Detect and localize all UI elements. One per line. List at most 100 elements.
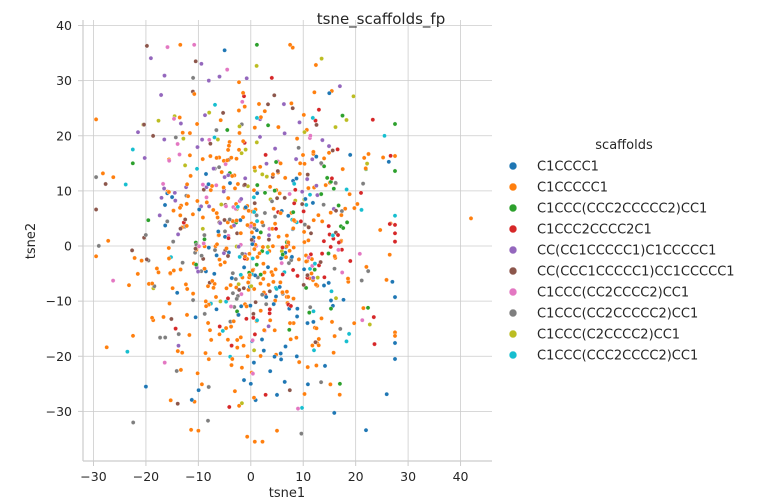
scatter-point: [214, 210, 219, 216]
scatter-point: [272, 146, 278, 151]
scatter-point: [240, 251, 245, 257]
scatter-point: [260, 172, 265, 177]
scatter-point: [272, 188, 277, 193]
scatter-point: [212, 247, 218, 253]
scatter-point: [255, 182, 260, 188]
scatter-point: [272, 328, 277, 333]
scatter-point: [274, 428, 280, 433]
scatter-point: [93, 207, 99, 212]
scatter-point: [297, 120, 302, 125]
scatter-point: [213, 294, 219, 300]
scatter-point: [176, 343, 181, 348]
scatter-point: [251, 195, 257, 200]
scatter-point: [365, 268, 371, 274]
scatter-point: [208, 141, 213, 146]
scatter-point: [384, 277, 389, 283]
scatter-point: [371, 314, 377, 320]
scatter-point: [329, 176, 335, 181]
x-tick-label: 0: [247, 469, 255, 484]
scatter-point: [129, 248, 135, 253]
scatter-point: [310, 275, 316, 281]
scatter-point: [149, 315, 155, 321]
scatter-point: [171, 208, 176, 213]
scatter-point: [168, 398, 173, 403]
scatter-point: [312, 267, 317, 272]
x-tick-label: −10: [185, 469, 211, 484]
scatter-point: [250, 241, 255, 247]
scatter-point: [294, 335, 299, 340]
scatter-point: [311, 149, 316, 155]
scatter-point: [252, 439, 258, 444]
axes: −30 −20 −10 0 10 20 30 40 −30 −20 −10 0 10 20 30 40: [46, 18, 492, 484]
scatter-point: [204, 200, 210, 205]
scatter-point: [210, 278, 215, 284]
scatter-point: [202, 311, 207, 317]
scatter-point: [351, 94, 356, 99]
scatter-point: [311, 319, 316, 325]
scatter-point: [301, 112, 307, 118]
scatter-point: [178, 42, 183, 48]
scatter-point: [224, 67, 230, 72]
scatter-point: [169, 194, 175, 200]
scatter-point: [249, 237, 254, 243]
scatter-point: [390, 279, 395, 285]
scatter-point: [237, 254, 242, 260]
scatter-point: [93, 117, 99, 122]
scatter-point: [359, 207, 364, 213]
scatter-point: [241, 343, 246, 348]
scatter-point: [225, 253, 231, 259]
scatter-point: [296, 257, 302, 262]
scatter-point: [251, 360, 257, 365]
scatter-point: [217, 332, 222, 337]
scatter-point: [269, 75, 275, 81]
scatter-point: [319, 251, 325, 256]
scatter-point: [227, 139, 232, 145]
scatter-point: [265, 244, 271, 250]
scatter-point: [156, 270, 161, 275]
scatter-point: [278, 210, 283, 216]
scatter-point: [190, 291, 196, 296]
legend-marker: [508, 329, 518, 339]
y-tick-label: 0: [64, 239, 72, 254]
scatter-point: [299, 405, 305, 411]
scatter-point: [319, 56, 324, 61]
scatter-point: [278, 280, 283, 285]
scatter-point: [238, 335, 244, 340]
scatter-point: [330, 148, 335, 153]
scatter-point: [299, 189, 305, 194]
scatter-point: [236, 281, 241, 287]
scatter-point: [300, 152, 306, 158]
scatter-point: [326, 143, 332, 149]
scatter-point: [258, 281, 263, 286]
scatter-point: [282, 379, 287, 385]
scatter-point: [312, 90, 317, 95]
scatter-point: [266, 237, 272, 242]
scatter-point: [223, 204, 229, 209]
scatter-point: [265, 264, 271, 270]
scatter-point: [234, 296, 239, 302]
scatter-point: [181, 136, 186, 141]
scatter-point: [254, 115, 260, 121]
scatter-point: [188, 427, 194, 433]
scatter-point: [150, 133, 156, 139]
scatter-point: [252, 200, 257, 206]
scatter-point: [321, 202, 326, 207]
scatter-point: [238, 196, 244, 202]
scatter-point: [180, 260, 185, 265]
scatter-point: [212, 135, 217, 140]
scatter-point: [132, 255, 137, 261]
scatter-point: [231, 319, 236, 324]
scatter-point: [260, 244, 266, 250]
scatter-point: [225, 147, 231, 153]
scatter-point: [295, 306, 300, 311]
scatter-point: [244, 76, 249, 81]
scatter-point: [171, 268, 177, 273]
scatter-point: [386, 159, 392, 165]
legend-marker: [508, 308, 518, 318]
scatter-point: [227, 217, 232, 222]
scatter-point: [335, 147, 340, 152]
scatter-point: [219, 202, 224, 207]
scatter-point: [234, 337, 240, 343]
scatter-point: [341, 297, 346, 303]
scatter-point: [282, 195, 287, 201]
